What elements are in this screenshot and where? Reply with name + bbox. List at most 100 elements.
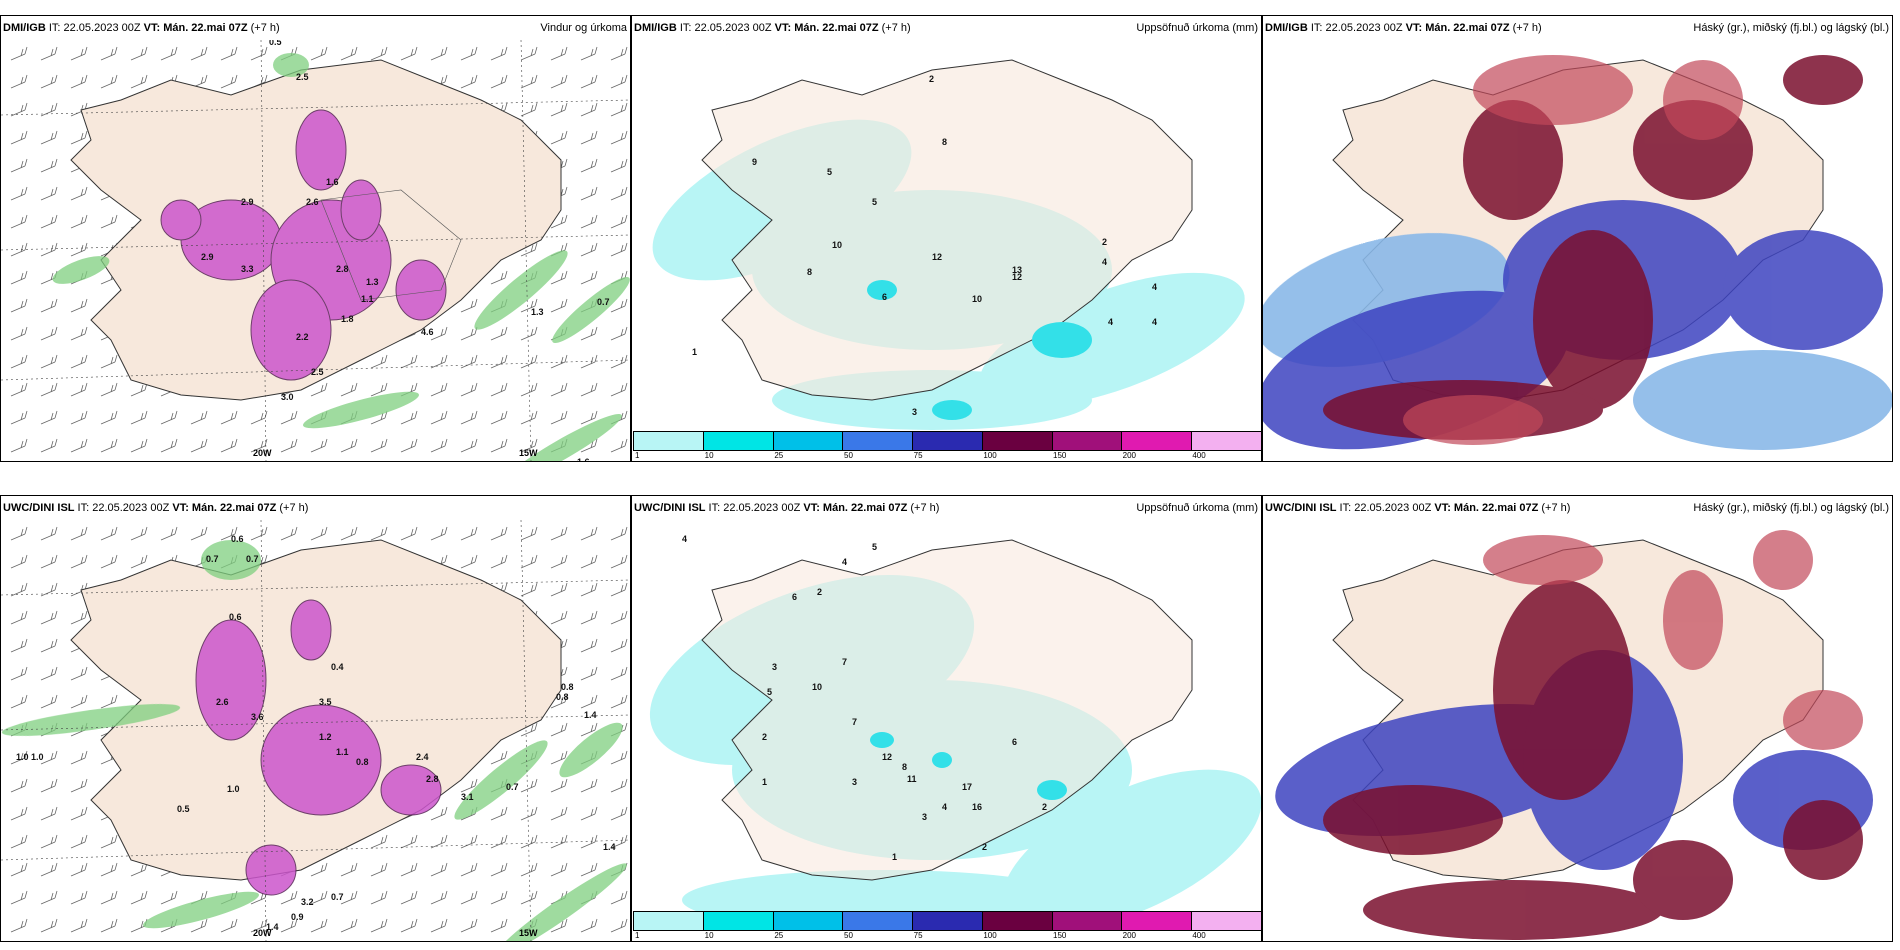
wind-barb bbox=[520, 722, 538, 737]
wind-barb bbox=[250, 526, 268, 541]
wind-barb bbox=[280, 526, 298, 541]
wind-value-label: 5 bbox=[827, 167, 832, 177]
wind-barb bbox=[610, 74, 628, 89]
wind-value-label: 4 bbox=[842, 557, 847, 567]
wind-value-label: 4 bbox=[942, 802, 947, 812]
wind-barb bbox=[490, 554, 508, 569]
red-cloud bbox=[1483, 530, 1863, 750]
wind-barb bbox=[130, 46, 148, 61]
wind-value-label: 1.4 bbox=[603, 842, 616, 852]
wind-barb bbox=[490, 890, 508, 905]
wind-value-label: 1.4 bbox=[266, 922, 279, 932]
wind-barb bbox=[370, 354, 388, 369]
wind-value-label: 0.5 bbox=[269, 40, 282, 47]
wind-value-label: 1.2 bbox=[319, 732, 332, 742]
wind-barb bbox=[130, 554, 148, 569]
wind-barb bbox=[40, 382, 58, 397]
wind-barb bbox=[40, 750, 58, 765]
wind-barb bbox=[550, 354, 568, 369]
wind-barb bbox=[370, 46, 388, 61]
panel-title: Vindur og úrkoma bbox=[540, 22, 627, 34]
wind-barb bbox=[130, 526, 148, 541]
wind-barb bbox=[70, 778, 88, 793]
panel-title: Háský (gr.), miðský (fj.bl.) og lágský (… bbox=[1693, 22, 1889, 34]
wind-barb bbox=[460, 438, 478, 453]
valid-time: VT: Mán. 22.mai 07Z bbox=[774, 22, 879, 34]
wind-barb bbox=[40, 778, 58, 793]
wind-value-label: 1.3 bbox=[531, 307, 544, 317]
wind-barb bbox=[580, 582, 598, 597]
wind-barb bbox=[40, 410, 58, 425]
wind-barb bbox=[10, 438, 28, 453]
wind-barb bbox=[550, 410, 568, 425]
wind-barb bbox=[100, 834, 118, 849]
colorbar-swatch bbox=[1052, 912, 1123, 930]
wind-barb bbox=[70, 862, 88, 877]
wind-barb bbox=[70, 526, 88, 541]
wind-barb bbox=[430, 806, 448, 821]
colorbar-tick-label: 75 bbox=[913, 451, 923, 460]
wind-barb bbox=[370, 918, 388, 933]
wind-value-label: 0.7 bbox=[506, 782, 519, 792]
wind-barb bbox=[430, 382, 448, 397]
wind-barb bbox=[580, 382, 598, 397]
wind-barb bbox=[70, 326, 88, 341]
wind-barb bbox=[400, 890, 418, 905]
wind-barb bbox=[430, 834, 448, 849]
lead-time: (+7 h) bbox=[878, 22, 911, 34]
wind-value-label: 1.0 bbox=[227, 784, 240, 794]
wind-barb bbox=[550, 778, 568, 793]
wind-barb bbox=[40, 526, 58, 541]
wind-barb bbox=[40, 554, 58, 569]
wind-value-label: 0.9 bbox=[291, 912, 304, 922]
wind-barb bbox=[580, 666, 598, 681]
wind-barb bbox=[580, 834, 598, 849]
wind-value-label: 2.9 bbox=[241, 197, 254, 207]
colorbar-tick-label: 50 bbox=[844, 451, 853, 460]
wind-barb bbox=[130, 438, 148, 453]
wind-value-label: 3 bbox=[772, 662, 777, 672]
wind-barb bbox=[610, 326, 628, 341]
wind-barb bbox=[70, 834, 88, 849]
precip-colorbar bbox=[633, 911, 1261, 931]
wind-barb bbox=[40, 298, 58, 313]
wind-barb bbox=[160, 526, 178, 541]
wind-value-label: 0.8 bbox=[561, 682, 574, 692]
wind-barb bbox=[610, 666, 628, 681]
wind-barb bbox=[520, 242, 538, 257]
wind-barb bbox=[10, 918, 28, 933]
wind-barb bbox=[370, 526, 388, 541]
wind-barb bbox=[10, 242, 28, 257]
wind-barb bbox=[220, 46, 238, 61]
wind-value-label: 2.5 bbox=[311, 367, 324, 377]
wind-barb bbox=[310, 890, 328, 905]
wind-barb bbox=[400, 410, 418, 425]
wind-barb bbox=[430, 862, 448, 877]
wind-value-label: 3 bbox=[922, 812, 927, 822]
colorbar-ticks: 1 10 25 50 75 100 150 200 400 bbox=[633, 931, 1260, 941]
wind-barb bbox=[400, 526, 418, 541]
wind-value-label: 10 bbox=[972, 294, 982, 304]
wind-barb bbox=[340, 918, 358, 933]
colorbar-swatch bbox=[1192, 432, 1261, 450]
wind-barb bbox=[10, 102, 28, 117]
wind-barb bbox=[550, 298, 568, 313]
wind-barb bbox=[460, 74, 478, 89]
wind-value-label: 6 bbox=[882, 292, 887, 302]
wind-barb bbox=[10, 74, 28, 89]
wind-barb bbox=[550, 46, 568, 61]
wind-barb bbox=[10, 806, 28, 821]
wind-value-label: 12 bbox=[932, 252, 942, 262]
wind-barb bbox=[100, 214, 118, 229]
wind-barb bbox=[460, 554, 478, 569]
precip-colorbar bbox=[633, 431, 1261, 451]
wind-value-label: 4 bbox=[1152, 317, 1157, 327]
wind-value-label: 8 bbox=[902, 762, 907, 772]
panel-header: UWC/DINI ISL IT: 22.05.2023 00Z VT: Mán.… bbox=[1263, 496, 1892, 520]
wind-barb bbox=[520, 862, 538, 877]
wind-value-label: 2 bbox=[1042, 802, 1047, 812]
wind-barb bbox=[610, 638, 628, 653]
wind-barb bbox=[580, 526, 598, 541]
wind-barb bbox=[460, 862, 478, 877]
